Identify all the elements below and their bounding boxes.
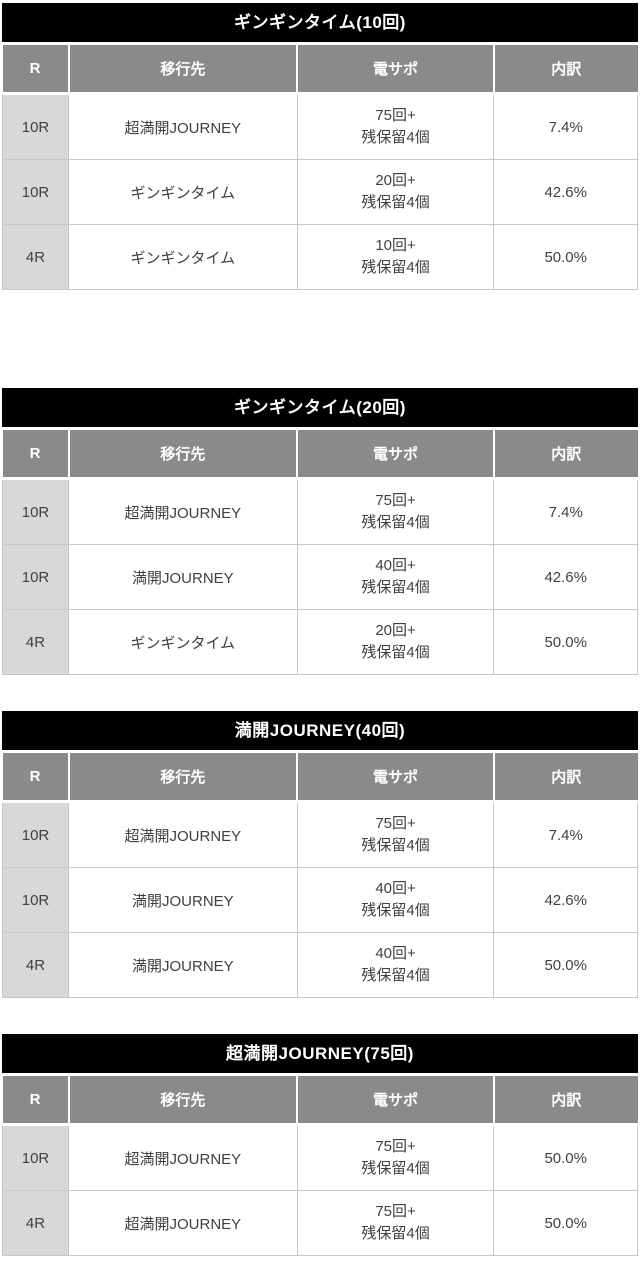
cell-destination: 超満開JOURNEY	[68, 801, 298, 868]
cell-breakdown: 7.4%	[493, 478, 638, 545]
cell-breakdown: 50.0%	[493, 609, 638, 675]
cell-breakdown: 50.0%	[493, 224, 638, 290]
column-header-den-support: 電サポ	[297, 430, 495, 480]
cell-den-support: 40回+ 残保留4個	[296, 932, 495, 998]
spec-table: R 移行先 電サポ 内訳 10R 超満開JOURNEY 75回+ 残保留4個 7.4% 10R…	[1, 753, 638, 998]
cell-destination: ギンギンタイム	[68, 224, 298, 290]
table-title: 満開JOURNEY(40回)	[2, 711, 638, 750]
table-row: 10R 超満開JOURNEY 75回+ 残保留4個 7.4%	[1, 478, 638, 545]
column-header-destination: 移行先	[68, 753, 299, 803]
cell-breakdown: 50.0%	[493, 932, 638, 998]
column-header-row: R 移行先 電サポ 内訳	[2, 1076, 638, 1126]
cell-den-support: 75回+ 残保留4個	[296, 801, 495, 868]
cell-breakdown: 7.4%	[493, 93, 638, 160]
cell-destination: ギンギンタイム	[68, 609, 298, 675]
cell-rounds: 4R	[1, 932, 70, 998]
cell-den-support: 20回+ 残保留4個	[296, 159, 495, 225]
column-header-rounds: R	[2, 1076, 70, 1126]
cell-den-support: 20回+ 残保留4個	[296, 609, 495, 675]
column-header-breakdown: 内訳	[493, 430, 638, 480]
cell-den-support: 40回+ 残保留4個	[296, 867, 495, 933]
cell-breakdown: 50.0%	[493, 1124, 638, 1191]
column-header-destination: 移行先	[68, 1076, 299, 1126]
cell-destination: 満開JOURNEY	[68, 932, 298, 998]
column-header-rounds: R	[2, 45, 70, 95]
cell-destination: 超満開JOURNEY	[68, 478, 298, 545]
cell-den-support: 75回+ 残保留4個	[296, 1124, 495, 1191]
cell-rounds: 10R	[1, 544, 70, 610]
column-header-den-support: 電サポ	[297, 1076, 495, 1126]
table-row: 10R 満開JOURNEY 40回+ 残保留4個 42.6%	[1, 867, 638, 933]
prize-table-section: 超満開JOURNEY(75回) R 移行先 電サポ 内訳 10R 超満開JOURNEY 7…	[1, 1034, 638, 1256]
cell-rounds: 4R	[1, 609, 70, 675]
cell-destination: 満開JOURNEY	[68, 867, 298, 933]
cell-rounds: 10R	[1, 1124, 70, 1191]
table-title: 超満開JOURNEY(75回)	[2, 1034, 638, 1073]
cell-breakdown: 42.6%	[493, 544, 638, 610]
column-header-den-support: 電サポ	[297, 753, 495, 803]
table-row: 4R ギンギンタイム 10回+ 残保留4個 50.0%	[1, 224, 638, 290]
cell-rounds: 10R	[1, 93, 70, 160]
cell-den-support: 75回+ 残保留4個	[296, 93, 495, 160]
table-row: 10R 満開JOURNEY 40回+ 残保留4個 42.6%	[1, 544, 638, 610]
cell-destination: 超満開JOURNEY	[68, 93, 298, 160]
table-title: ギンギンタイム(10回)	[2, 3, 638, 42]
cell-destination: 超満開JOURNEY	[68, 1190, 298, 1256]
cell-breakdown: 50.0%	[493, 1190, 638, 1256]
spec-table: R 移行先 電サポ 内訳 10R 超満開JOURNEY 75回+ 残保留4個 50.0% 4R…	[1, 1076, 638, 1256]
table-row: 10R 超満開JOURNEY 75回+ 残保留4個 50.0%	[1, 1124, 638, 1191]
cell-rounds: 10R	[1, 159, 70, 225]
table-row: 10R 超満開JOURNEY 75回+ 残保留4個 7.4%	[1, 93, 638, 160]
spec-table: R 移行先 電サポ 内訳 10R 超満開JOURNEY 75回+ 残保留4個 7.4% 10R…	[1, 45, 638, 290]
table-row: 10R ギンギンタイム 20回+ 残保留4個 42.6%	[1, 159, 638, 225]
cell-destination: 満開JOURNEY	[68, 544, 298, 610]
cell-den-support: 75回+ 残保留4個	[296, 1190, 495, 1256]
cell-den-support: 40回+ 残保留4個	[296, 544, 495, 610]
column-header-den-support: 電サポ	[297, 45, 495, 95]
cell-rounds: 10R	[1, 867, 70, 933]
cell-rounds: 4R	[1, 224, 70, 290]
column-header-row: R 移行先 電サポ 内訳	[2, 45, 638, 95]
prize-table-section: ギンギンタイム(10回) R 移行先 電サポ 内訳 10R 超満開JOURNEY 75回+…	[1, 3, 638, 290]
table-row: 10R 超満開JOURNEY 75回+ 残保留4個 7.4%	[1, 801, 638, 868]
cell-den-support: 10回+ 残保留4個	[296, 224, 495, 290]
prize-table-section: ギンギンタイム(20回) R 移行先 電サポ 内訳 10R 超満開JOURNEY 75回+…	[1, 388, 638, 675]
column-header-destination: 移行先	[68, 430, 299, 480]
column-header-breakdown: 内訳	[493, 753, 638, 803]
column-header-row: R 移行先 電サポ 内訳	[2, 430, 638, 480]
prize-table-section: 満開JOURNEY(40回) R 移行先 電サポ 内訳 10R 超満開JOURNEY 75…	[1, 711, 638, 998]
cell-destination: 超満開JOURNEY	[68, 1124, 298, 1191]
cell-breakdown: 42.6%	[493, 159, 638, 225]
table-row: 4R 満開JOURNEY 40回+ 残保留4個 50.0%	[1, 932, 638, 998]
column-header-breakdown: 内訳	[493, 45, 638, 95]
table-row: 4R 超満開JOURNEY 75回+ 残保留4個 50.0%	[1, 1190, 638, 1256]
table-row: 4R ギンギンタイム 20回+ 残保留4個 50.0%	[1, 609, 638, 675]
spec-table: R 移行先 電サポ 内訳 10R 超満開JOURNEY 75回+ 残保留4個 7.4% 10R…	[1, 430, 638, 675]
cell-rounds: 4R	[1, 1190, 70, 1256]
cell-destination: ギンギンタイム	[68, 159, 298, 225]
cell-den-support: 75回+ 残保留4個	[296, 478, 495, 545]
prize-tables-root: ギンギンタイム(10回) R 移行先 電サポ 内訳 10R 超満開JOURNEY 75回+…	[1, 3, 638, 1256]
cell-rounds: 10R	[1, 801, 70, 868]
column-header-rounds: R	[2, 753, 70, 803]
column-header-breakdown: 内訳	[493, 1076, 638, 1126]
cell-rounds: 10R	[1, 478, 70, 545]
column-header-destination: 移行先	[68, 45, 299, 95]
cell-breakdown: 7.4%	[493, 801, 638, 868]
column-header-row: R 移行先 電サポ 内訳	[2, 753, 638, 803]
column-header-rounds: R	[2, 430, 70, 480]
table-title: ギンギンタイム(20回)	[2, 388, 638, 427]
cell-breakdown: 42.6%	[493, 867, 638, 933]
